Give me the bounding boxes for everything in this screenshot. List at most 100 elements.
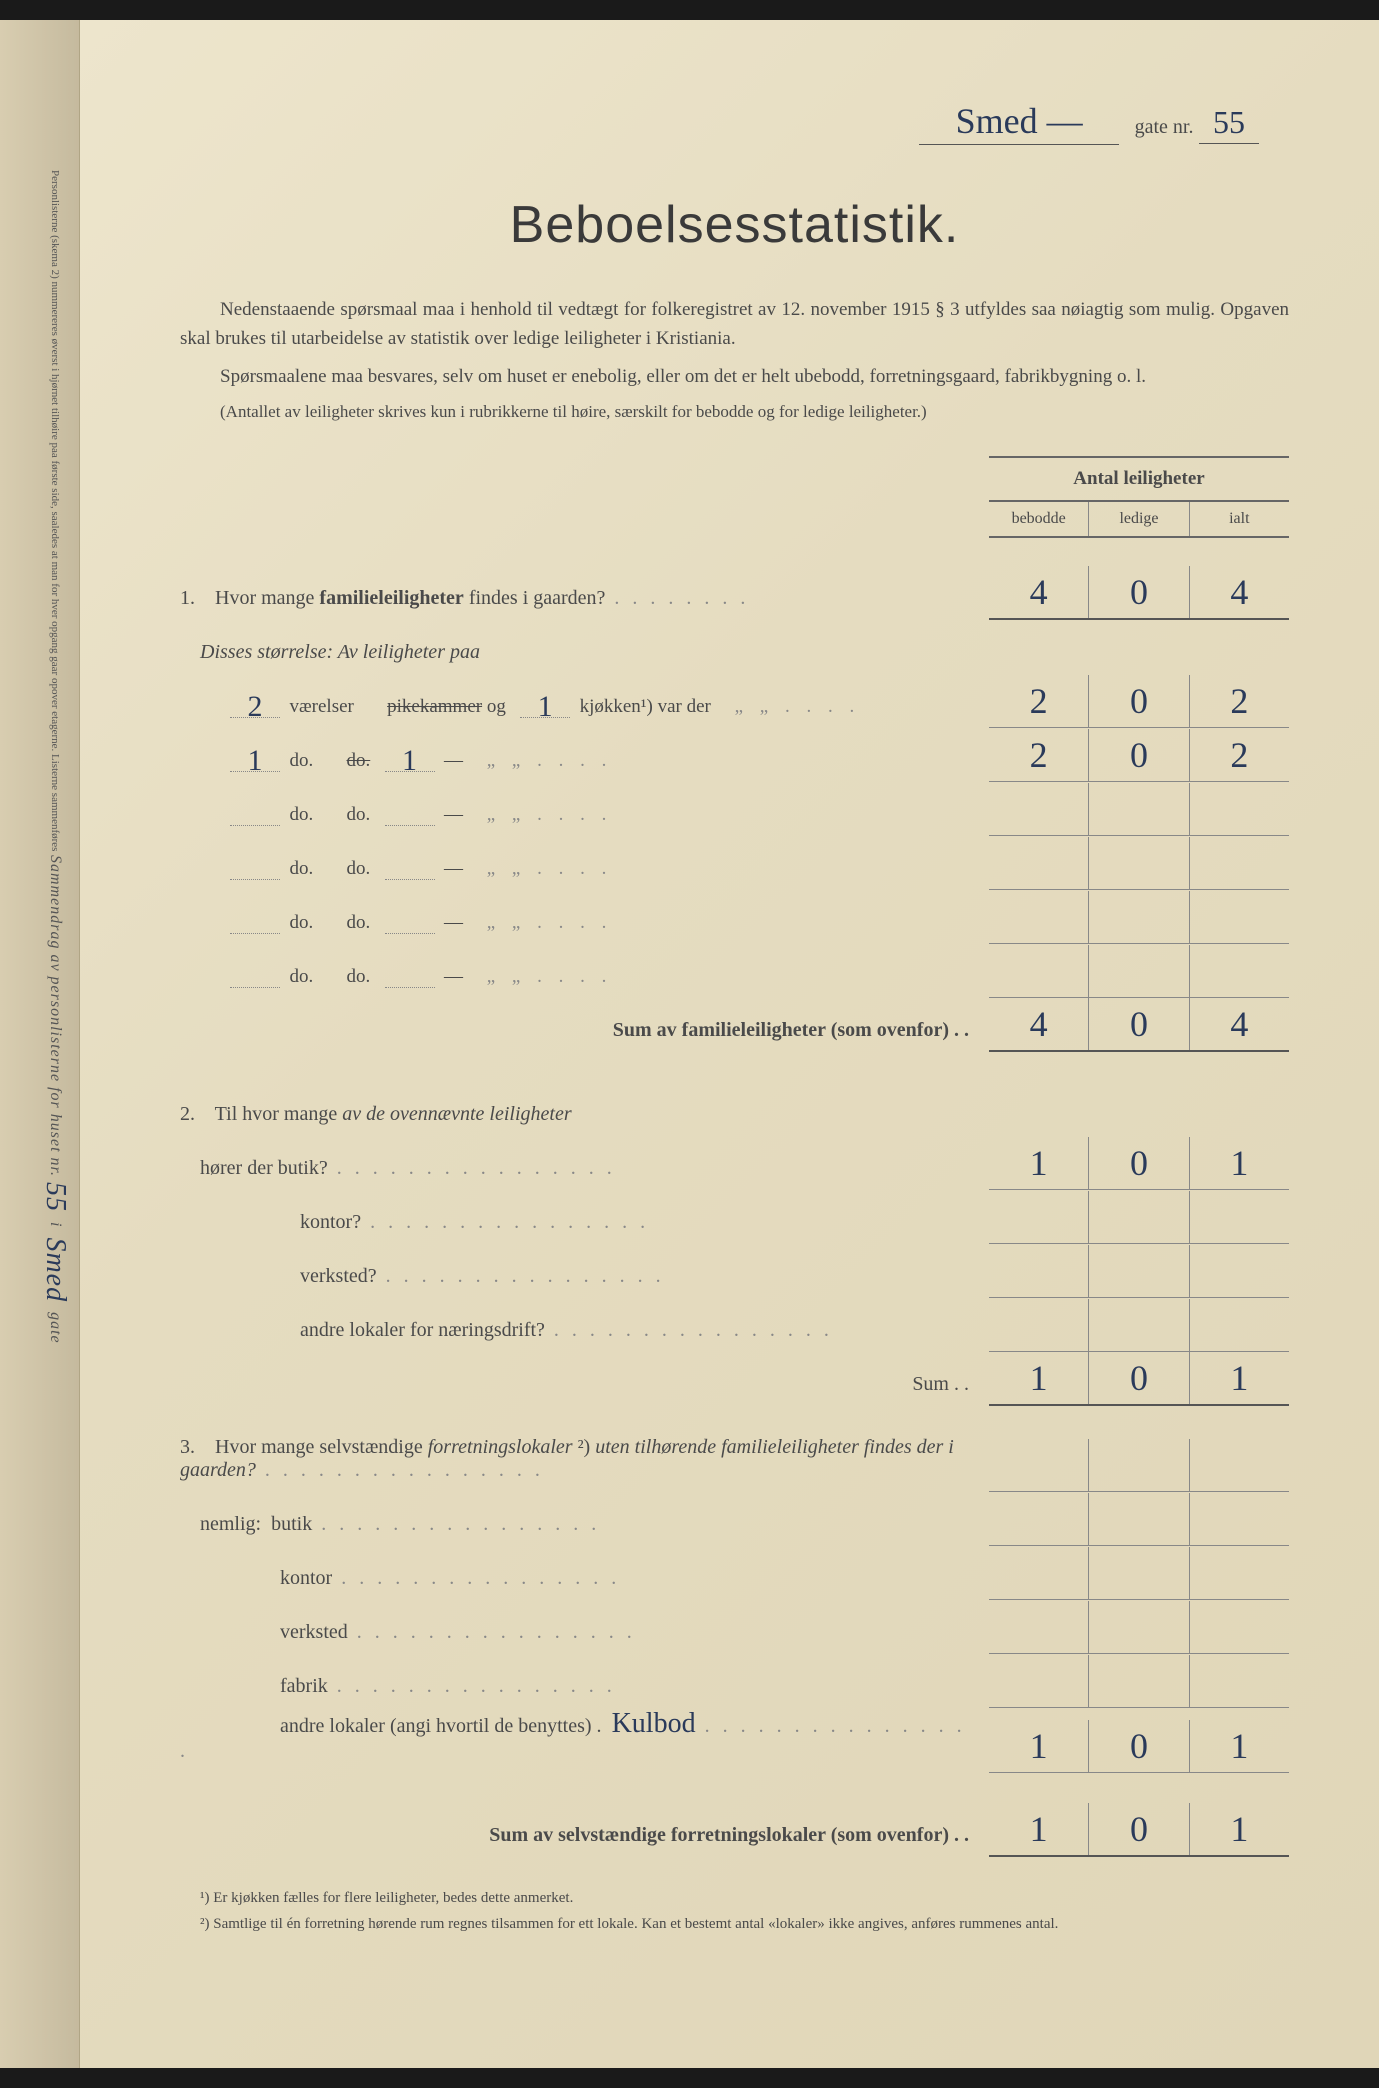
q1-size-row: 1 do. do. 1 — „ „ . . . .202 (180, 728, 1289, 782)
q3-head-row: 3. Hvor mange selvstændige forretningslo… (180, 1436, 1289, 1492)
q1-size-text: do. do. — „ „ . . . . (180, 966, 989, 998)
binding-spine: Personlisterne (skema 2) nummereres øver… (0, 20, 80, 2068)
col-header-main: Antal leiligheter (989, 456, 1289, 502)
q3-line: nemlig: butik (180, 1492, 1289, 1546)
column-header: Antal leiligheter bebodde ledige ialt (989, 456, 1289, 538)
col-bebodde: bebodde (989, 502, 1088, 536)
q1-size-text: do. do. — „ „ . . . . (180, 858, 989, 890)
cell: 2 (1189, 729, 1289, 781)
q2-line-label: kontor? (180, 1211, 989, 1244)
q2-line-label: andre lokaler for næringsdrift? (180, 1319, 989, 1352)
cell (989, 1245, 1088, 1297)
cell: 1 (1189, 1137, 1289, 1189)
cell: 1 (989, 1803, 1088, 1855)
q2-line-cells (989, 1299, 1289, 1352)
cell: 0 (1088, 675, 1188, 727)
cell: 1 (989, 1352, 1088, 1404)
q3-line-label: nemlig: butik (180, 1513, 989, 1546)
gate-number-handwritten: 55 (1199, 104, 1259, 144)
q1-size-cells: 202 (989, 729, 1289, 782)
q2-text: 2. Til hvor mange av de ovennævnte leili… (180, 1103, 1289, 1136)
intro-paragraph-3: (Antallet av leiligheter skrives kun i r… (180, 399, 1289, 425)
footnotes: ¹) Er kjøkken fælles for flere leilighet… (180, 1887, 1289, 1936)
cell: 4 (1189, 998, 1289, 1050)
q1-sum-row: Sum av familieleiligheter (som ovenfor) … (180, 998, 1289, 1052)
q1-size-text: 2 værelser pikekammer og 1 kjøkken¹) var… (180, 696, 989, 728)
cell: 0 (1088, 1352, 1188, 1404)
cell (989, 1493, 1088, 1545)
cell (1088, 1655, 1188, 1707)
q3-sum-label: Sum av selvstændige forretningslokaler (… (180, 1824, 989, 1857)
q1-size-text: do. do. — „ „ . . . . (180, 912, 989, 944)
page: Personlisterne (skema 2) nummereres øver… (0, 20, 1379, 2068)
intro-paragraph-1: Nedenstaaende spørsmaal maa i henhold ti… (180, 295, 1289, 354)
col-header-subs: bebodde ledige ialt (989, 502, 1289, 538)
q2-line: verksted? (180, 1244, 1289, 1298)
cell (1088, 1601, 1188, 1653)
cell (1088, 891, 1188, 943)
cell: 4 (989, 566, 1088, 618)
q3-head-cells (989, 1439, 1289, 1492)
q1-subtitle-row: Disses størrelse: Av leiligheter paa (180, 620, 1289, 674)
cell: 4 (989, 998, 1088, 1050)
q1-size-text: do. do. — „ „ . . . . (180, 804, 989, 836)
cell: 0 (1088, 729, 1188, 781)
cell: 0 (1088, 1803, 1188, 1855)
q1-text: 1. Hvor mange familieleiligheter findes … (180, 587, 989, 620)
spine-main-text: Sammendrag av personlisterne for huset n… (47, 855, 64, 1344)
q1-size-cells (989, 837, 1289, 890)
q1-sum-label: Sum av familieleiligheter (som ovenfor) … (180, 1019, 989, 1052)
q2-head-row: 2. Til hvor mange av de ovennævnte leili… (180, 1082, 1289, 1136)
cell (1088, 945, 1188, 997)
q2-line-cells (989, 1191, 1289, 1244)
q2-line-cells: 101 (989, 1137, 1289, 1190)
spine-small-text: Personlisterne (skema 2) nummereres øver… (49, 170, 61, 851)
q3-text: 3. Hvor mange selvstændige forretningslo… (180, 1436, 989, 1492)
q1-row: 1. Hvor mange familieleiligheter findes … (180, 566, 1289, 620)
cell (1088, 1245, 1188, 1297)
footnote-2: ²) Samtlige til én forretning hørende ru… (180, 1913, 1289, 1936)
cell (989, 945, 1088, 997)
cell (1189, 837, 1289, 889)
q1-size-cells (989, 891, 1289, 944)
cell (1088, 1439, 1188, 1491)
gate-label: gate nr. (1135, 116, 1194, 138)
cell (1189, 1493, 1289, 1545)
cell (1189, 945, 1289, 997)
footnote-1: ¹) Er kjøkken fælles for flere leilighet… (180, 1887, 1289, 1910)
cell (989, 837, 1088, 889)
q1-size-text: 1 do. do. 1 — „ „ . . . . (180, 750, 989, 782)
cell (1189, 1191, 1289, 1243)
cell (1189, 1547, 1289, 1599)
cell: 0 (1088, 566, 1188, 618)
cell: 1 (989, 1137, 1088, 1189)
q3-line-label: verksted (180, 1621, 989, 1654)
cell: 2 (989, 729, 1088, 781)
cell: 2 (1189, 675, 1289, 727)
q1-size-cells (989, 783, 1289, 836)
cell (1088, 1191, 1188, 1243)
cell (1189, 1439, 1289, 1491)
cell: 1 (1189, 1352, 1289, 1404)
cell (989, 1439, 1088, 1491)
form-body: Antal leiligheter bebodde ledige ialt 1.… (180, 456, 1289, 1857)
cell: 1 (989, 1720, 1088, 1772)
cell: 1 (1189, 1803, 1289, 1855)
cell: 0 (1088, 1137, 1188, 1189)
q2-sum-row: Sum . . 1 0 1 (180, 1352, 1289, 1406)
cell: 1 (1189, 1720, 1289, 1772)
q2-line-label: hører der butik? (180, 1157, 989, 1190)
cell: 0 (1088, 1720, 1188, 1772)
cell (1189, 1299, 1289, 1351)
cell (989, 1655, 1088, 1707)
cell (989, 783, 1088, 835)
q3-line: kontor (180, 1546, 1289, 1600)
q1-cells: 4 0 4 (989, 566, 1289, 620)
cell (1088, 837, 1188, 889)
q1-size-row: do. do. — „ „ . . . . (180, 944, 1289, 998)
cell (1088, 1299, 1188, 1351)
cell (1088, 783, 1188, 835)
q3-line: andre lokaler (angi hvortil de benyttes)… (180, 1708, 1289, 1773)
street-name-handwritten: Smed — (919, 100, 1119, 145)
cell (1088, 1493, 1188, 1545)
